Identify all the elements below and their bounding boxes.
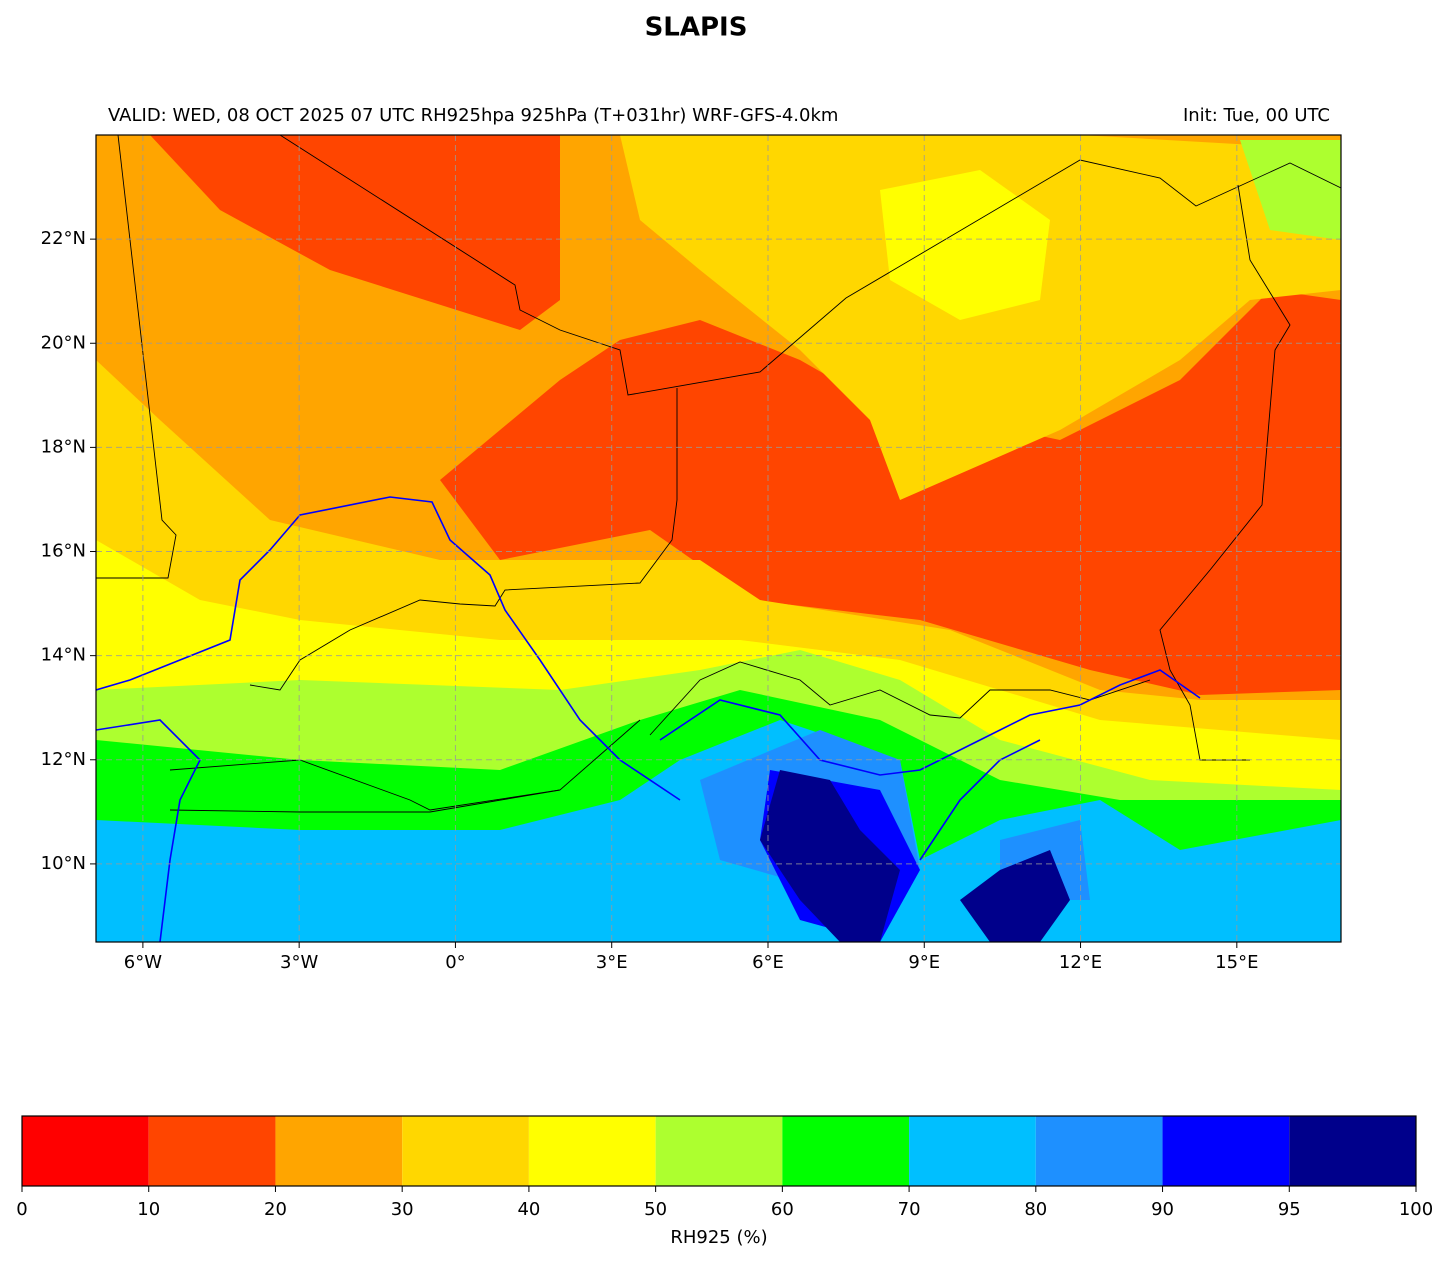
colorbar-tick-label: 60 [771,1199,794,1220]
colorbar-segment [275,1116,403,1186]
border [169,789,561,813]
colorbar-segment [909,1116,1036,1186]
colorbar-segment [148,1116,276,1186]
river [96,496,681,801]
colorbar-segment [22,1116,149,1186]
river [659,669,1201,776]
field-area [440,290,1341,695]
border [1159,184,1291,761]
colorbar-tick-label: 95 [1278,1199,1301,1220]
colorbar-segment [1162,1116,1290,1186]
y-tick-label: 16°N [41,541,86,562]
subtitle-right: Init: Tue, 00 UTC [1183,105,1330,126]
y-tick-label: 10°N [41,853,86,874]
river [96,719,201,942]
subtitle-left: VALID: WED, 08 OCT 2025 07 UTC RH925hpa … [108,105,838,126]
colorbar-tick-label: 50 [644,1199,667,1220]
y-tick-label: 20°N [41,332,86,353]
colorbar-segment [402,1116,529,1186]
colorbar-frame [21,1115,1417,1187]
colorbar-segment [528,1116,656,1186]
colorbar-tick-label: 70 [898,1199,921,1220]
map-frame [95,134,1342,943]
colorbar: 0 10 20 30 40 50 60 70 80 90 95 100 [16,1116,1433,1220]
rh-field [96,135,1341,942]
x-tick-label: 0° [445,952,465,973]
colorbar-tick-label: 100 [1399,1199,1433,1220]
colorbar-tick-label: 90 [1151,1199,1174,1220]
field-area [150,135,560,330]
x-tick-label: 6°W [124,952,162,973]
colorbar-tick-label: 30 [391,1199,414,1220]
y-tick-label: 22°N [41,228,86,249]
border [96,135,177,579]
colorbar-tick-label: 80 [1024,1199,1047,1220]
colorbar-tick-label: 40 [517,1199,540,1220]
field-area [760,770,900,942]
y-tick-label: 18°N [41,436,86,457]
border [169,719,641,811]
colorbar-tick-label: 20 [264,1199,287,1220]
x-tick-label: 15°E [1215,952,1258,973]
field-area [880,170,1050,320]
field-area [620,135,1341,500]
x-tick-label: 3°E [596,952,628,973]
river [919,739,1041,861]
colorbar-tick-label: 10 [137,1199,160,1220]
x-tick-label: 3°W [280,952,318,973]
y-tick-label: 14°N [41,645,86,666]
colorbar-tick-label: 0 [16,1199,27,1220]
x-tick-label: 12°E [1059,952,1102,973]
border [279,135,1341,396]
x-tick-label: 9°E [908,952,940,973]
border [649,661,1151,736]
colorbar-segment [655,1116,783,1186]
y-tick-label: 12°N [41,749,86,770]
field-area [960,850,1070,942]
colorbar-segment [1289,1116,1416,1186]
colorbar-segment [782,1116,910,1186]
field-area [1240,140,1341,240]
x-tick-label: 6°E [752,952,784,973]
title: SLAPIS [645,13,748,43]
colorbar-segment [1035,1116,1163,1186]
colorbar-label: RH925 (%) [670,1227,767,1248]
border [249,388,678,691]
grid: 6°W 3°W 0° 3°E 6°E 9°E 12°E 15°E 10°N 12°N 14°N 16°… [41,135,1341,973]
